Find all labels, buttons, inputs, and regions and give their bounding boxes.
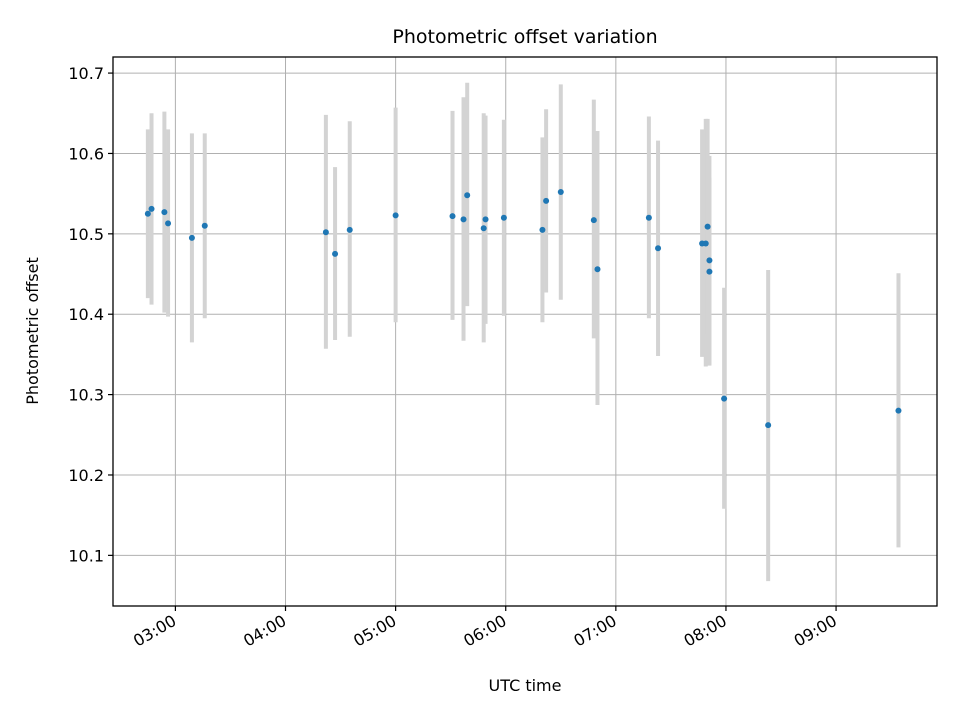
- data-point: [543, 197, 550, 204]
- chart-title: Photometric offset variation: [392, 26, 657, 48]
- data-point: [188, 234, 195, 241]
- data-point: [392, 212, 399, 219]
- data-point: [346, 226, 353, 233]
- data-points: [144, 189, 902, 429]
- y-tick-label: 10.3: [68, 386, 104, 405]
- data-point: [480, 225, 487, 232]
- data-point: [539, 226, 546, 233]
- data-point: [702, 240, 709, 247]
- data-point: [148, 205, 155, 212]
- y-tick-label: 10.1: [68, 546, 104, 565]
- data-point: [332, 250, 339, 257]
- data-point: [765, 422, 772, 429]
- y-tick-label: 10.7: [68, 64, 104, 83]
- data-point: [655, 245, 662, 252]
- data-point: [704, 223, 711, 230]
- data-point: [464, 192, 471, 199]
- data-point: [557, 189, 564, 196]
- y-tick-label: 10.5: [68, 225, 104, 244]
- data-point: [165, 220, 172, 227]
- data-point: [594, 266, 601, 273]
- plot-frame: [112, 56, 938, 607]
- y-axis-ticks: 10.1 10.2 10.3 10.4 10.5 10.6 10.7: [68, 64, 113, 565]
- data-point: [322, 229, 329, 236]
- data-point: [706, 257, 713, 264]
- data-point: [895, 407, 902, 414]
- data-point: [645, 214, 652, 221]
- data-point: [482, 216, 489, 223]
- y-tick-label: 10.6: [68, 144, 104, 163]
- y-tick-label: 10.2: [68, 466, 104, 485]
- data-point: [500, 214, 507, 221]
- data-point: [161, 209, 168, 216]
- y-axis-label: Photometric offset: [23, 257, 42, 405]
- data-point: [460, 216, 467, 223]
- data-point: [721, 395, 728, 402]
- x-axis-label: UTC time: [489, 676, 562, 695]
- data-point: [706, 268, 713, 275]
- data-point: [201, 222, 208, 229]
- data-point: [590, 217, 597, 224]
- data-point: [449, 213, 456, 220]
- data-point: [144, 210, 151, 217]
- y-tick-label: 10.4: [68, 305, 104, 324]
